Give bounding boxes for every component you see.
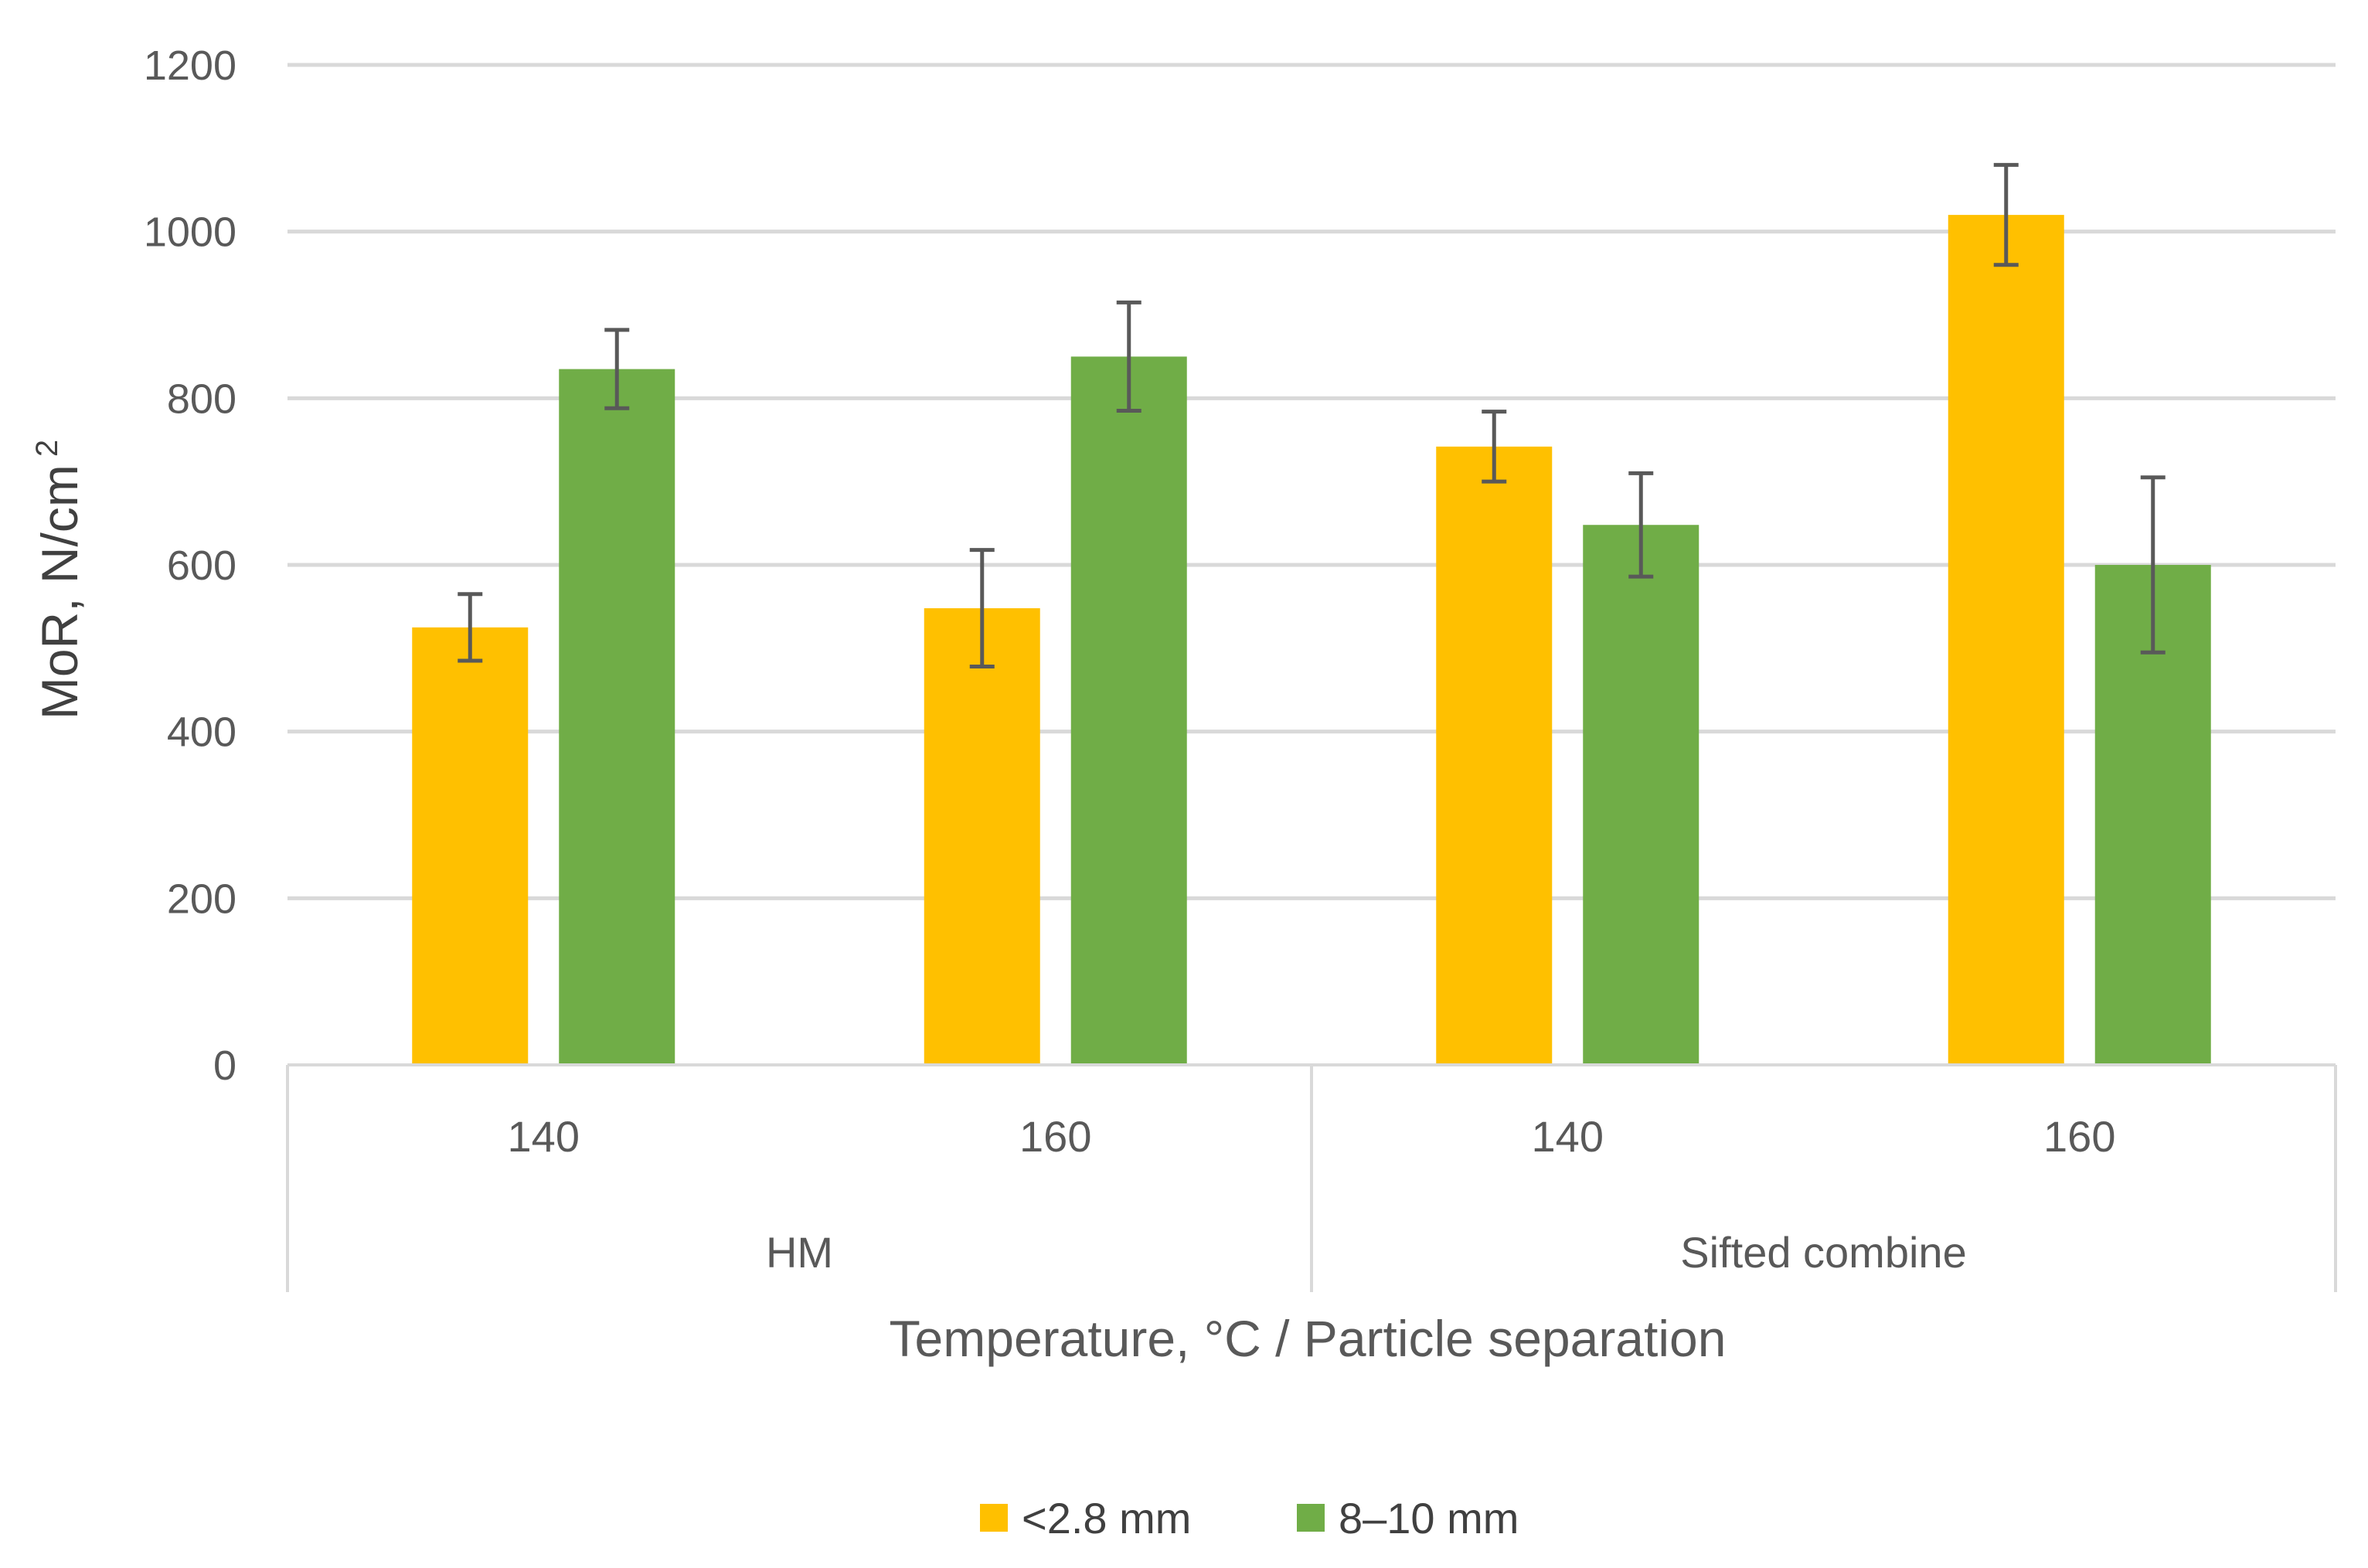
bar xyxy=(1070,356,1187,1066)
legend-swatch xyxy=(1297,1504,1325,1532)
y-axis-ticks: 0 200 400 600 800 1000 1200 xyxy=(144,43,236,1089)
x-group-label: HM xyxy=(766,1228,833,1277)
x-axis: 140 160 140 160 HM Sifted combine xyxy=(286,1063,2337,1292)
bar xyxy=(1948,215,2064,1066)
x-category-label: 160 xyxy=(1019,1112,1091,1161)
y-tick-label: 600 xyxy=(167,543,236,589)
x-category-label: 160 xyxy=(2043,1112,2115,1161)
y-axis-title: MoR, N/cm 2 xyxy=(30,440,88,719)
y-axis-title-superscript: 2 xyxy=(30,440,64,457)
legend-swatch xyxy=(980,1504,1008,1532)
y-tick-label: 400 xyxy=(167,709,236,756)
bar xyxy=(412,627,529,1065)
bars xyxy=(412,215,2211,1066)
x-group-label: Sifted combine xyxy=(1680,1228,1966,1277)
y-tick-label: 200 xyxy=(167,876,236,922)
x-category-label: 140 xyxy=(1532,1112,1604,1161)
x-category-label: 140 xyxy=(508,1112,580,1161)
y-tick-label: 0 xyxy=(213,1042,236,1089)
x-axis-title: Temperature, °C / Particle separation xyxy=(890,1310,1727,1367)
y-tick-label: 800 xyxy=(167,376,236,422)
legend-label: <2.8 mm xyxy=(1022,1494,1191,1542)
bar xyxy=(924,608,1040,1065)
y-tick-label: 1000 xyxy=(144,209,236,256)
bar xyxy=(559,369,675,1065)
bar xyxy=(1436,446,1553,1065)
legend-label: 8–10 mm xyxy=(1339,1494,1519,1542)
error-bars xyxy=(458,162,2166,669)
legend: <2.8 mm 8–10 mm xyxy=(980,1494,1519,1542)
y-tick-label: 1200 xyxy=(144,43,236,89)
bar xyxy=(1583,525,1699,1065)
y-axis-title-main: MoR, N/cm xyxy=(31,464,88,719)
